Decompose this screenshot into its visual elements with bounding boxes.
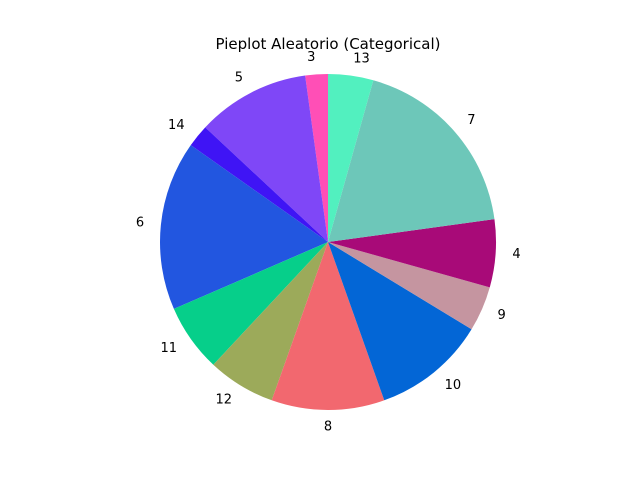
pie-slice-5 bbox=[205, 75, 328, 242]
chart-title: Pieplot Aleatorio (Categorical) bbox=[216, 35, 441, 53]
pie-slice-3 bbox=[305, 74, 328, 242]
pie-label-8: 8 bbox=[324, 419, 332, 434]
pie-label-9: 9 bbox=[498, 308, 506, 323]
pie-slice-10 bbox=[328, 242, 472, 401]
pie-label-6: 6 bbox=[136, 216, 144, 231]
pie-slice-12 bbox=[213, 242, 328, 401]
pie-label-10: 10 bbox=[445, 378, 462, 393]
pie-slice-13 bbox=[328, 73, 374, 242]
pie-slice-11 bbox=[173, 242, 328, 365]
pie-slices bbox=[160, 73, 497, 411]
pie-label-7: 7 bbox=[467, 113, 475, 128]
pie-label-4: 4 bbox=[512, 247, 520, 262]
pie-slice-9 bbox=[328, 242, 490, 330]
pie-label-14: 14 bbox=[168, 118, 185, 133]
pie-labels: 3 5 14 6 11 12 8 10 9 4 7 13 bbox=[136, 50, 521, 434]
pie-label-13: 13 bbox=[353, 51, 370, 66]
pie-slice-8 bbox=[271, 242, 385, 411]
pie-label-11: 11 bbox=[160, 341, 177, 356]
pie-label-3: 3 bbox=[307, 50, 315, 65]
pie-slice-14 bbox=[190, 127, 328, 242]
pie-label-5: 5 bbox=[235, 70, 243, 85]
pie-label-12: 12 bbox=[215, 392, 232, 407]
pie-slice-4 bbox=[328, 219, 497, 288]
pie-slice-7 bbox=[328, 80, 495, 242]
pie-slice-6 bbox=[160, 145, 328, 309]
